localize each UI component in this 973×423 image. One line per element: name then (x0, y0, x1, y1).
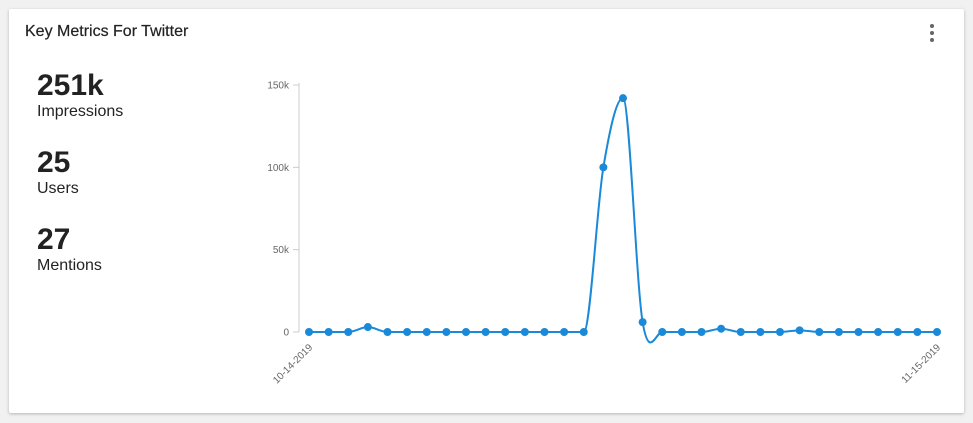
menu-dot (930, 31, 934, 35)
data-point (540, 328, 549, 336)
metric-label: Mentions (37, 257, 102, 274)
data-point (736, 328, 745, 336)
data-point (854, 328, 863, 336)
y-tick-label: 0 (283, 328, 289, 339)
data-point (756, 328, 765, 336)
data-point (403, 328, 412, 336)
data-point (893, 328, 902, 336)
line-chart: 0 50k 100k 150k 10-14-2019 11-15-2019 (267, 81, 944, 387)
data-point (697, 328, 706, 336)
x-tick-label: 10-14-2019 (271, 342, 315, 386)
data-point (520, 328, 529, 336)
data-point (363, 323, 372, 332)
data-point (324, 328, 333, 336)
data-point (619, 94, 627, 103)
data-point (795, 326, 804, 335)
data-point (501, 328, 510, 336)
y-tick-label: 50k (273, 245, 290, 256)
metric-value: 27 (37, 223, 71, 256)
metric-value: 251k (37, 69, 104, 102)
data-point (815, 328, 824, 336)
metric-users: 25 Users (37, 146, 79, 198)
metric-impressions: 251k Impressions (37, 69, 123, 121)
data-point (717, 324, 726, 333)
data-point (305, 328, 313, 336)
y-tick-label: 150k (267, 81, 290, 92)
data-point (658, 328, 667, 336)
data-point (913, 328, 922, 336)
menu-dot (930, 38, 934, 42)
data-point (638, 318, 647, 327)
metric-mentions: 27 Mentions (37, 223, 102, 275)
more-vertical-icon[interactable] (926, 23, 938, 43)
metric-value: 25 (37, 146, 71, 179)
data-point (599, 163, 608, 172)
menu-dot (930, 24, 934, 28)
data-point (677, 328, 686, 336)
data-point (933, 328, 941, 336)
data-point (344, 328, 353, 336)
metric-label: Impressions (37, 103, 124, 120)
data-point (834, 328, 843, 336)
metrics-card: Key Metrics For Twitter 251k Impressions… (9, 9, 964, 413)
data-point (442, 328, 451, 336)
series-line (309, 97, 937, 344)
card-title: Key Metrics For Twitter (25, 23, 189, 40)
data-point (383, 328, 392, 336)
data-point (560, 328, 569, 336)
data-point (776, 328, 784, 336)
data-point (579, 328, 588, 336)
y-tick-label: 100k (267, 163, 290, 174)
data-point (874, 328, 883, 336)
metric-label: Users (37, 180, 79, 197)
data-point (462, 328, 470, 336)
x-tick-label: 11-15-2019 (900, 342, 944, 386)
data-point (422, 328, 431, 336)
data-point (481, 328, 490, 336)
